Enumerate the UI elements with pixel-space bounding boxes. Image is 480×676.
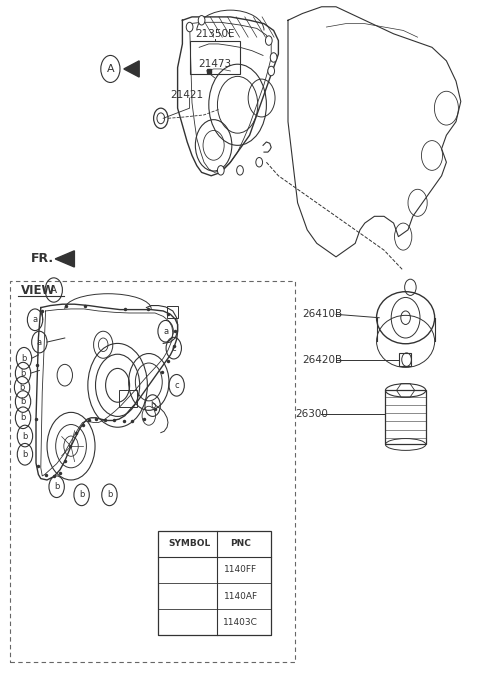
Text: VIEW: VIEW — [21, 284, 56, 297]
Text: A: A — [107, 64, 114, 74]
Text: b: b — [20, 413, 26, 422]
Text: FR.: FR. — [31, 252, 54, 266]
Bar — [190, 41, 240, 74]
Bar — [167, 306, 178, 318]
Text: b: b — [20, 397, 26, 406]
Text: b: b — [22, 450, 28, 459]
Bar — [158, 531, 271, 635]
Text: A: A — [50, 285, 57, 295]
Circle shape — [198, 16, 205, 25]
Text: 21473: 21473 — [198, 59, 231, 68]
Text: a: a — [33, 315, 37, 324]
Text: c: c — [174, 381, 179, 390]
Text: PNC: PNC — [230, 539, 251, 548]
Text: c: c — [171, 343, 176, 353]
Circle shape — [237, 166, 243, 175]
Polygon shape — [55, 251, 74, 267]
Text: b: b — [187, 592, 192, 601]
Circle shape — [268, 66, 275, 76]
Circle shape — [217, 166, 224, 175]
Circle shape — [265, 36, 272, 45]
Polygon shape — [124, 61, 139, 77]
Bar — [385, 391, 426, 445]
Text: c: c — [188, 618, 192, 627]
Text: b: b — [21, 354, 27, 363]
Text: 26300: 26300 — [295, 409, 328, 418]
Text: b: b — [79, 490, 84, 500]
Text: 1140AF: 1140AF — [224, 592, 258, 601]
Bar — [119, 390, 137, 407]
Circle shape — [256, 158, 263, 167]
Text: 21421: 21421 — [170, 90, 204, 99]
Text: a: a — [187, 565, 192, 575]
Bar — [399, 353, 411, 366]
Text: SYMBOL: SYMBOL — [169, 539, 211, 548]
Text: 1140FF: 1140FF — [224, 565, 257, 575]
Text: 26420B: 26420B — [302, 355, 343, 364]
Text: 26410B: 26410B — [302, 310, 343, 319]
Text: 21350E: 21350E — [195, 29, 234, 39]
Text: a: a — [163, 327, 168, 336]
Text: b: b — [20, 368, 26, 378]
Text: b: b — [107, 490, 112, 500]
Circle shape — [186, 22, 193, 32]
Text: b: b — [150, 401, 156, 410]
Text: a: a — [37, 337, 42, 347]
Circle shape — [270, 53, 277, 62]
Text: 11403C: 11403C — [223, 618, 258, 627]
Text: b: b — [54, 482, 60, 491]
Text: b: b — [22, 431, 28, 441]
Text: b: b — [19, 383, 25, 392]
